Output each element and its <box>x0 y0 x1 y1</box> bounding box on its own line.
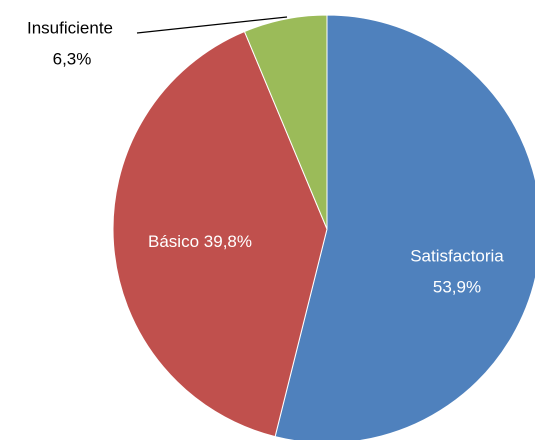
pie-slice <box>112 30 328 438</box>
leader-line <box>136 16 288 34</box>
slice-label: Insuficiente <box>27 18 113 37</box>
pie-slice <box>274 14 535 440</box>
slice-label: Satisfactoria <box>410 246 504 265</box>
pie-slice <box>243 14 328 230</box>
slice-label-group: Básico 39,8% <box>148 232 252 251</box>
slice-value-label: 53,9% <box>433 277 481 296</box>
slice-label: Básico <box>148 232 199 251</box>
slice-value-label: 39,8% <box>204 232 252 251</box>
slice-value-label: 6,3% <box>53 49 92 68</box>
